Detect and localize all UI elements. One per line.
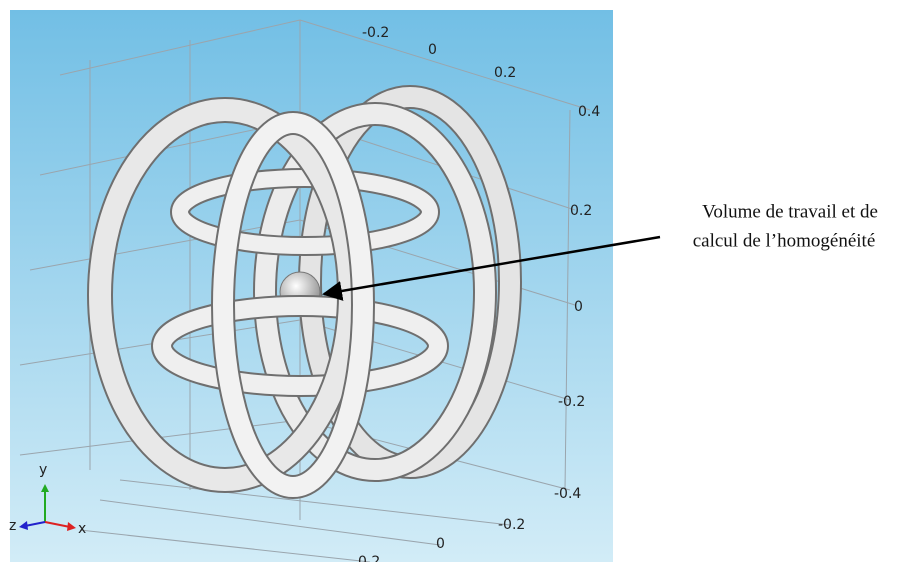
tick-label: 0.4 [578, 104, 600, 120]
tick-label: -0.2 [558, 394, 585, 410]
tick-label: 0.2 [358, 554, 380, 562]
coils [87, 85, 522, 499]
tick-labels: -0.2 0 0.2 0.4 0.2 0 -0.2 -0.4 -0.2 0 0.… [358, 25, 600, 562]
tick-label: 0 [428, 42, 437, 58]
annotation-text: calcul de l’homogénéité [693, 230, 876, 251]
tick-label: -0.2 [498, 517, 525, 533]
tick-label: -0.2 [362, 25, 389, 41]
annotation-arrow [322, 235, 661, 301]
axis-label: x [78, 521, 86, 537]
axis-label: y [39, 462, 47, 478]
tick-label: 0.2 [570, 203, 592, 219]
tick-label: 0 [436, 536, 445, 552]
tick-label: 0.2 [494, 65, 516, 81]
tick-label: 0 [574, 299, 583, 315]
annotation-text: Volume de travail et de [702, 201, 878, 222]
tick-label: -0.4 [554, 486, 581, 502]
axis-triad: y x z [9, 462, 86, 537]
axis-label: z [9, 518, 16, 534]
